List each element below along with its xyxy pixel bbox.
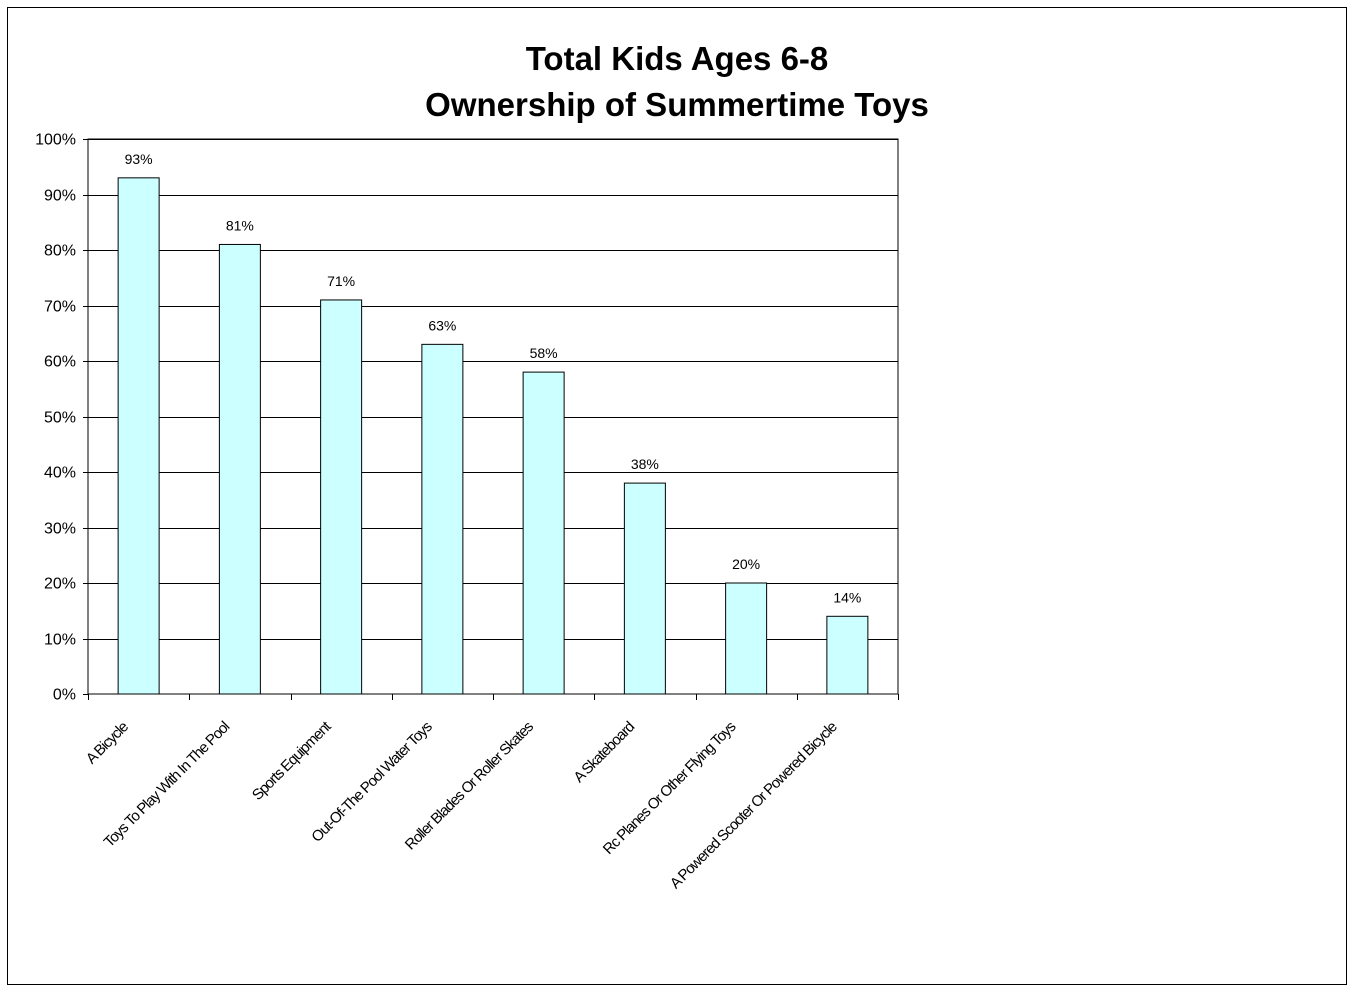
x-tick-label: A Skateboard (570, 718, 638, 786)
data-label: 63% (428, 317, 456, 333)
x-tick-label: Sports Equipment (249, 718, 335, 804)
chart-title-line-2: Ownership of Summertime Toys (425, 86, 929, 123)
data-label: 81% (226, 217, 254, 233)
data-label: 14% (833, 589, 861, 605)
data-label: 38% (631, 456, 659, 472)
data-label: 93% (125, 151, 153, 167)
bar (522, 371, 565, 695)
bar (320, 299, 363, 695)
data-labels: 93% 81% 71% 63% 58% 38% 20% 14% (125, 151, 862, 605)
bar (623, 482, 666, 695)
y-tick-label: 50% (44, 410, 76, 427)
bar (826, 615, 869, 695)
y-tick-label: 90% (44, 188, 76, 205)
y-tick-labels: 0% 10% 20% 30% 40% 50% 60% 70% 80% 90% 100% (35, 132, 76, 704)
y-tick-label: 100% (35, 132, 76, 149)
y-tick-label: 70% (44, 299, 76, 316)
bars (117, 177, 869, 695)
y-tick-label: 20% (44, 576, 76, 593)
bar (218, 243, 261, 695)
y-tick-label: 40% (44, 465, 76, 482)
data-label: 20% (732, 556, 760, 572)
y-tick-label: 80% (44, 243, 76, 260)
y-tick-label: 10% (44, 632, 76, 649)
plot-area-border (87, 138, 899, 695)
x-tick-label: A Powered Scooter Or Powered Bicycle (667, 718, 841, 892)
data-label: 58% (530, 345, 558, 361)
bar (725, 582, 768, 695)
y-tick-label: 0% (53, 687, 76, 704)
y-tick-label: 60% (44, 354, 76, 371)
x-tick-label: A Bicycle (83, 718, 132, 767)
bar (117, 177, 160, 695)
chart-title-line-1: Total Kids Ages 6-8 (525, 40, 829, 77)
y-tick-label: 30% (44, 521, 76, 538)
bar (421, 343, 464, 695)
gridlines (88, 139, 898, 640)
axes (83, 138, 899, 700)
data-label: 71% (327, 273, 355, 289)
